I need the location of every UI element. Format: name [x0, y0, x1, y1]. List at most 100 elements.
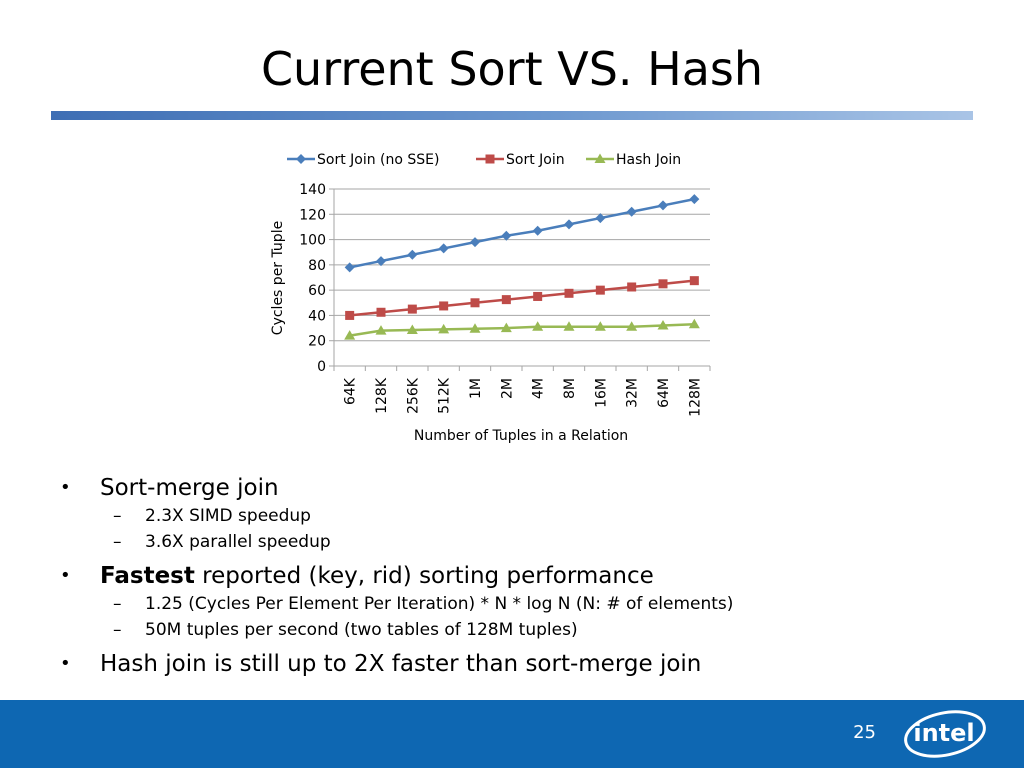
- chart-gridlines: [333, 188, 710, 367]
- data-point: [438, 323, 450, 334]
- sub-bullet-marker: –: [113, 532, 122, 552]
- data-point: [532, 225, 543, 236]
- y-axis-ticks: 0 20 40 60 80 100 120 140: [299, 182, 334, 375]
- data-point: [626, 321, 638, 331]
- x-tick-label: 8M: [562, 378, 578, 399]
- data-point: [688, 318, 700, 329]
- bullet-marker: •: [60, 653, 71, 674]
- bullet-item: • Sort-merge join: [58, 473, 958, 503]
- data-point: [564, 288, 574, 298]
- sub-bullet-marker: –: [113, 594, 122, 614]
- x-tick-label: 128M: [687, 378, 703, 417]
- data-point: [375, 325, 387, 335]
- data-point: [595, 285, 605, 295]
- title-divider: [51, 111, 973, 120]
- legend-swatch-marker: [594, 153, 606, 163]
- data-point: [501, 230, 512, 241]
- bullet-text: reported (key, rid) sorting performance: [194, 563, 654, 589]
- sub-bullet-item: – 1.25 (Cycles Per Element Per Iteration)…: [58, 591, 958, 617]
- y-tick-label: 20: [308, 334, 326, 350]
- line-chart: Sort Join (no SSE) Sort Join Hash Join 0 20…: [270, 152, 711, 444]
- data-point: [657, 320, 669, 330]
- sub-bullet-marker: –: [113, 620, 122, 640]
- bullet-item: • Hash join is still up to 2X faster than…: [58, 649, 958, 679]
- series-triangle: [344, 318, 700, 340]
- data-point: [469, 323, 481, 333]
- x-tick-label: 2M: [499, 378, 515, 399]
- bullet-marker: •: [60, 477, 71, 498]
- sub-bullet-text: 1.25 (Cycles Per Element Per Iteration) …: [145, 594, 734, 614]
- data-point: [470, 237, 480, 248]
- sub-bullet-item: – 50M tuples per second (two tables of 12…: [58, 617, 958, 643]
- legend-label: Sort Join: [506, 152, 565, 168]
- series-square: [345, 276, 699, 320]
- x-tick-label: 64K: [343, 377, 359, 405]
- data-point: [626, 206, 637, 217]
- legend-item: Sort Join (no SSE): [287, 152, 440, 168]
- series-line: [349, 197, 695, 269]
- x-axis-ticks: 64K 128K 256K 512K 1M 2M 4M 8M 16M 32M 64M 128M: [333, 366, 711, 417]
- sub-bullet-text: 3.6X parallel speedup: [145, 532, 331, 552]
- data-point: [564, 219, 574, 230]
- bullet-marker: •: [60, 565, 71, 586]
- data-point: [439, 301, 449, 311]
- data-point: [406, 324, 418, 334]
- data-point: [563, 321, 575, 331]
- y-tick-label: 80: [308, 258, 326, 274]
- x-tick-label: 16M: [593, 378, 609, 408]
- chart-legend: Sort Join (no SSE) Sort Join Hash Join: [287, 152, 681, 168]
- data-point: [689, 194, 700, 205]
- x-tick-label: 256K: [405, 377, 421, 414]
- data-point: [594, 321, 606, 331]
- series-diamond: [344, 194, 700, 273]
- y-tick-label: 120: [299, 207, 326, 223]
- bullet-text: Sort-merge join: [100, 475, 279, 501]
- sub-bullet-item: – 2.3X SIMD speedup: [58, 503, 958, 529]
- data-point: [344, 330, 356, 340]
- y-tick-label: 60: [308, 283, 326, 299]
- legend-label: Hash Join: [616, 152, 681, 168]
- data-point: [689, 276, 699, 286]
- logo-wordmark: intel: [913, 719, 974, 747]
- intel-logo: intel: [904, 710, 986, 758]
- series-line: [349, 323, 695, 337]
- data-point: [500, 322, 512, 333]
- sub-bullet-text: 50M tuples per second (two tables of 128…: [145, 620, 578, 640]
- bullet-text: Hash join is still up to 2X faster than …: [100, 651, 702, 677]
- sub-bullet-text: 2.3X SIMD speedup: [145, 506, 311, 526]
- x-tick-label: 64M: [656, 378, 672, 408]
- footer-bar: 25: [0, 700, 1024, 768]
- slide-title: Current Sort VS. Hash: [260, 42, 764, 96]
- x-tick-label: 1M: [468, 378, 484, 399]
- y-tick-label: 140: [299, 182, 326, 198]
- data-point: [407, 249, 418, 260]
- legend-label: Sort Join (no SSE): [317, 152, 440, 168]
- y-tick-label: 0: [317, 359, 326, 375]
- sub-bullet-marker: –: [113, 506, 122, 526]
- chart-series: [344, 194, 700, 340]
- x-tick-label: 32M: [625, 378, 641, 408]
- data-point: [407, 304, 417, 314]
- page-number: 25: [853, 722, 876, 743]
- data-point: [345, 310, 355, 320]
- bullet-emphasis: Fastest: [100, 563, 195, 589]
- x-tick-label: 128K: [374, 377, 390, 414]
- data-point: [501, 295, 511, 305]
- data-point: [376, 307, 386, 317]
- data-point: [658, 200, 668, 211]
- y-tick-label: 100: [299, 233, 326, 249]
- series-line: [349, 279, 695, 317]
- legend-swatch-marker: [485, 154, 495, 164]
- data-point: [533, 291, 543, 301]
- data-point: [658, 279, 668, 289]
- y-axis-label: Cycles per Tuple: [270, 221, 286, 335]
- x-tick-label: 4M: [531, 378, 547, 399]
- x-tick-label: 512K: [437, 377, 453, 414]
- data-point: [470, 298, 480, 308]
- bullet-item: • Fastest reported (key, rid) sorting per…: [58, 561, 958, 591]
- data-point: [438, 243, 449, 254]
- data-point: [595, 213, 606, 224]
- data-point: [344, 262, 355, 273]
- data-point: [532, 321, 544, 331]
- legend-item: Hash Join: [586, 152, 681, 168]
